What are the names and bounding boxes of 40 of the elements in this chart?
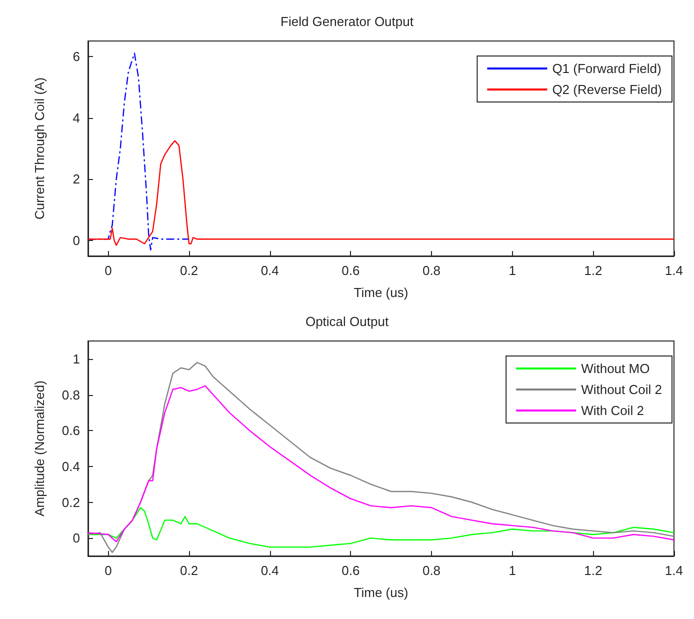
legend-label: Q1 (Forward Field): [552, 61, 662, 76]
y-tick-label: 0.2: [62, 494, 80, 510]
line-series: [87, 362, 675, 554]
x-axis-title: Time (us): [354, 285, 408, 300]
legend-label: Q2 (Reverse Field): [552, 82, 662, 97]
x-tick-label: 0.8: [422, 563, 441, 578]
x-tick-label: 0: [104, 263, 112, 278]
legend-label: With Coil 2: [581, 403, 644, 418]
y-tick-label: 6: [72, 48, 80, 64]
x-axis-title: Time (us): [354, 585, 408, 600]
x-tick-label: 1.4: [664, 263, 684, 278]
y-tick-label: 0.6: [62, 423, 80, 438]
x-tick-label: 1.2: [584, 563, 602, 578]
y-tick-label: 2: [72, 172, 80, 187]
chart-title: Optical Output: [305, 314, 389, 329]
x-tick-label: 0: [104, 563, 112, 578]
line-series: [87, 385, 675, 542]
y-tick-label: 0: [72, 530, 80, 546]
y-tick-label: 0.8: [62, 387, 80, 402]
y-axis-title: Amplitude (Normalized): [32, 380, 47, 516]
x-tick-label: 0.2: [180, 563, 198, 578]
x-tick-label: 1: [508, 563, 516, 578]
x-tick-label: 1.4: [664, 563, 684, 578]
x-tick-label: 0.2: [180, 263, 198, 278]
x-tick-label: 0.6: [342, 563, 360, 578]
y-tick-label: 1: [72, 351, 80, 366]
x-tick-label: 0.6: [342, 263, 360, 278]
y-tick-label: 0: [72, 233, 80, 248]
y-tick-label: 4: [72, 110, 80, 126]
x-tick-label: 0.8: [422, 263, 441, 278]
y-axis-title: Current Through Coil (A): [32, 77, 47, 220]
y-tick-label: 0.4: [62, 458, 80, 474]
chart-title: Field Generator Output: [280, 14, 414, 29]
x-tick-label: 0.4: [260, 563, 279, 578]
legend-label: Without MO: [581, 361, 650, 376]
line-series: [87, 140, 675, 246]
x-tick-label: 1.2: [584, 263, 602, 278]
x-tick-label: 1: [508, 263, 516, 278]
x-tick-label: 0.4: [260, 263, 279, 278]
legend-label: Without Coil 2: [581, 382, 662, 397]
